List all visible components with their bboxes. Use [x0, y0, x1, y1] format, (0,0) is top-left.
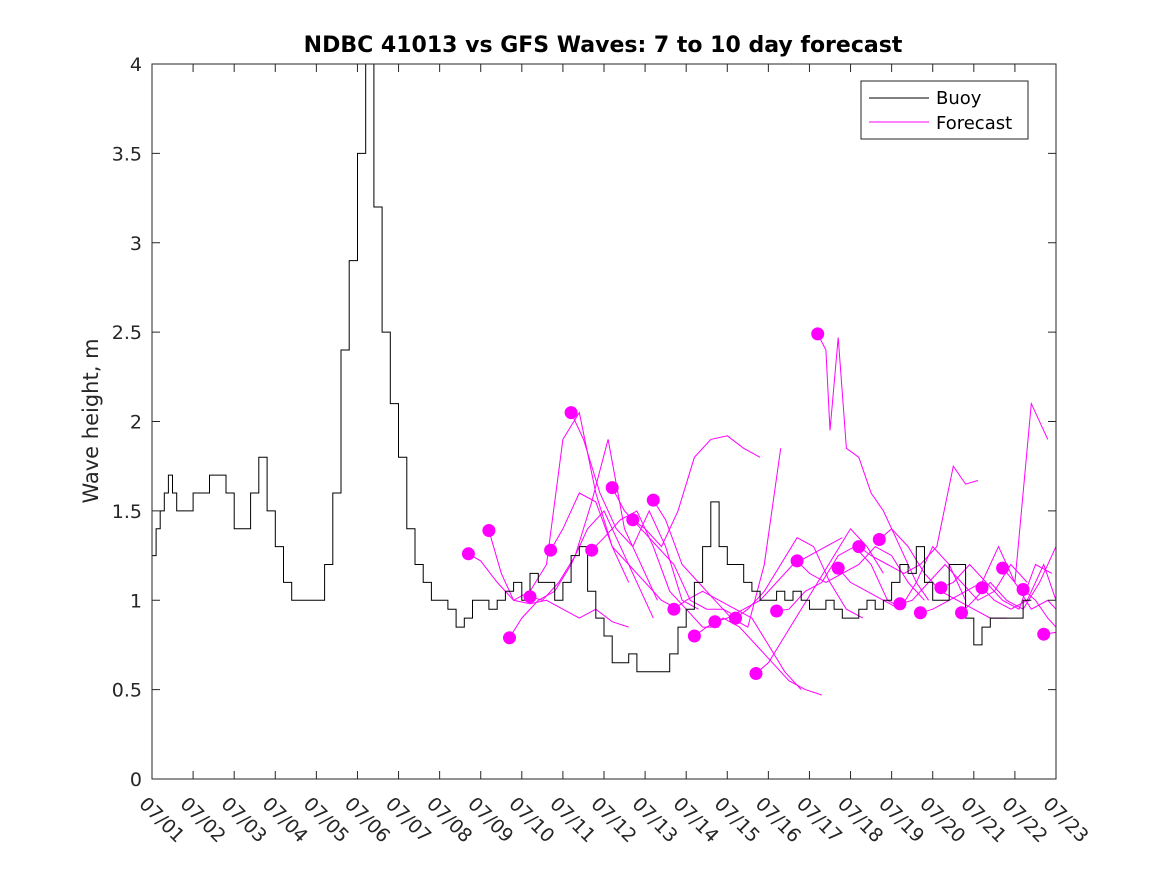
- forecast-start-point: [461, 547, 475, 561]
- forecast-start-point: [523, 590, 537, 604]
- forecast-start-point: [872, 533, 886, 546]
- forecast-start-point: [749, 667, 763, 680]
- forecast-start-point: [667, 602, 681, 616]
- forecast-start-point: [687, 629, 701, 643]
- y-axis-label: Wave height, m: [79, 338, 103, 503]
- y-tick-label: 0: [130, 769, 142, 791]
- y-tick-label: 1.5: [112, 501, 142, 523]
- forecast-run-line: [1022, 589, 1057, 628]
- y-tick-label: 4: [130, 54, 142, 76]
- forecast-start-point: [605, 481, 619, 495]
- forecast-run-line: [468, 553, 629, 628]
- forecast-run-line: [817, 333, 930, 601]
- forecast-start-point: [482, 524, 496, 537]
- legend-forecast-label: Forecast: [936, 113, 1012, 134]
- forecast-start-point: [585, 543, 599, 557]
- forecast-run-line: [591, 510, 720, 628]
- forecast-run-line: [735, 537, 864, 619]
- legend-buoy-label: Buoy: [936, 88, 982, 109]
- forecast-run-line: [570, 412, 699, 610]
- forecast-start-point: [729, 611, 742, 625]
- forecast-run-line: [488, 411, 630, 601]
- forecast-start-point: [503, 631, 516, 645]
- forecast-start-point: [708, 615, 722, 629]
- forecast-start-point: [934, 581, 948, 595]
- forecast-run-line: [652, 448, 782, 628]
- forecast-start-point: [831, 561, 845, 575]
- legend-box: [860, 80, 1029, 140]
- forecast-start-point: [790, 554, 804, 568]
- forecast-start-point: [811, 327, 825, 341]
- forecast-start-point: [975, 581, 989, 595]
- forecast-start-point: [1037, 627, 1051, 641]
- y-tick-label: 3.5: [112, 143, 142, 165]
- plot-series: [152, 63, 1057, 696]
- forecast-start-point: [564, 406, 578, 420]
- forecast-run-line: [796, 545, 925, 601]
- forecast-run-line: [940, 563, 1053, 610]
- forecast-start-point: [893, 597, 907, 611]
- forecast-run-line: [673, 590, 802, 690]
- y-tick-label: 1: [130, 590, 142, 612]
- buoy-series-line: [152, 63, 1032, 673]
- forecast-start-point: [852, 540, 866, 554]
- forecast-run-line: [961, 546, 1057, 614]
- legend: Buoy Forecast: [860, 80, 1029, 140]
- y-tick-label: 3: [130, 233, 142, 255]
- forecast-start-point: [1016, 583, 1030, 596]
- forecast-run-line: [529, 439, 658, 601]
- chart-title: NDBC 41013 vs GFS Waves: 7 to 10 day for…: [304, 33, 903, 58]
- y-tick-label: 2: [130, 412, 142, 434]
- forecast-run-line: [550, 492, 679, 610]
- forecast-start-point: [955, 606, 968, 620]
- forecast-run-line: [776, 545, 905, 612]
- forecast-run-line: [1002, 567, 1057, 610]
- forecast-run-line: [755, 527, 884, 674]
- forecast-start-point: [996, 561, 1010, 575]
- forecast-run-line: [632, 435, 761, 548]
- forecast-run-line: [981, 563, 1057, 610]
- forecast-start-point: [544, 543, 558, 557]
- forecast-start-point: [646, 493, 660, 507]
- forecast-start-point: [770, 604, 784, 618]
- forecast-run-line: [858, 464, 979, 574]
- forecast-start-point: [626, 513, 640, 527]
- y-tick-label: 2.5: [112, 322, 142, 344]
- y-tick-label: 0.5: [112, 680, 142, 702]
- forecast-start-point: [913, 606, 927, 620]
